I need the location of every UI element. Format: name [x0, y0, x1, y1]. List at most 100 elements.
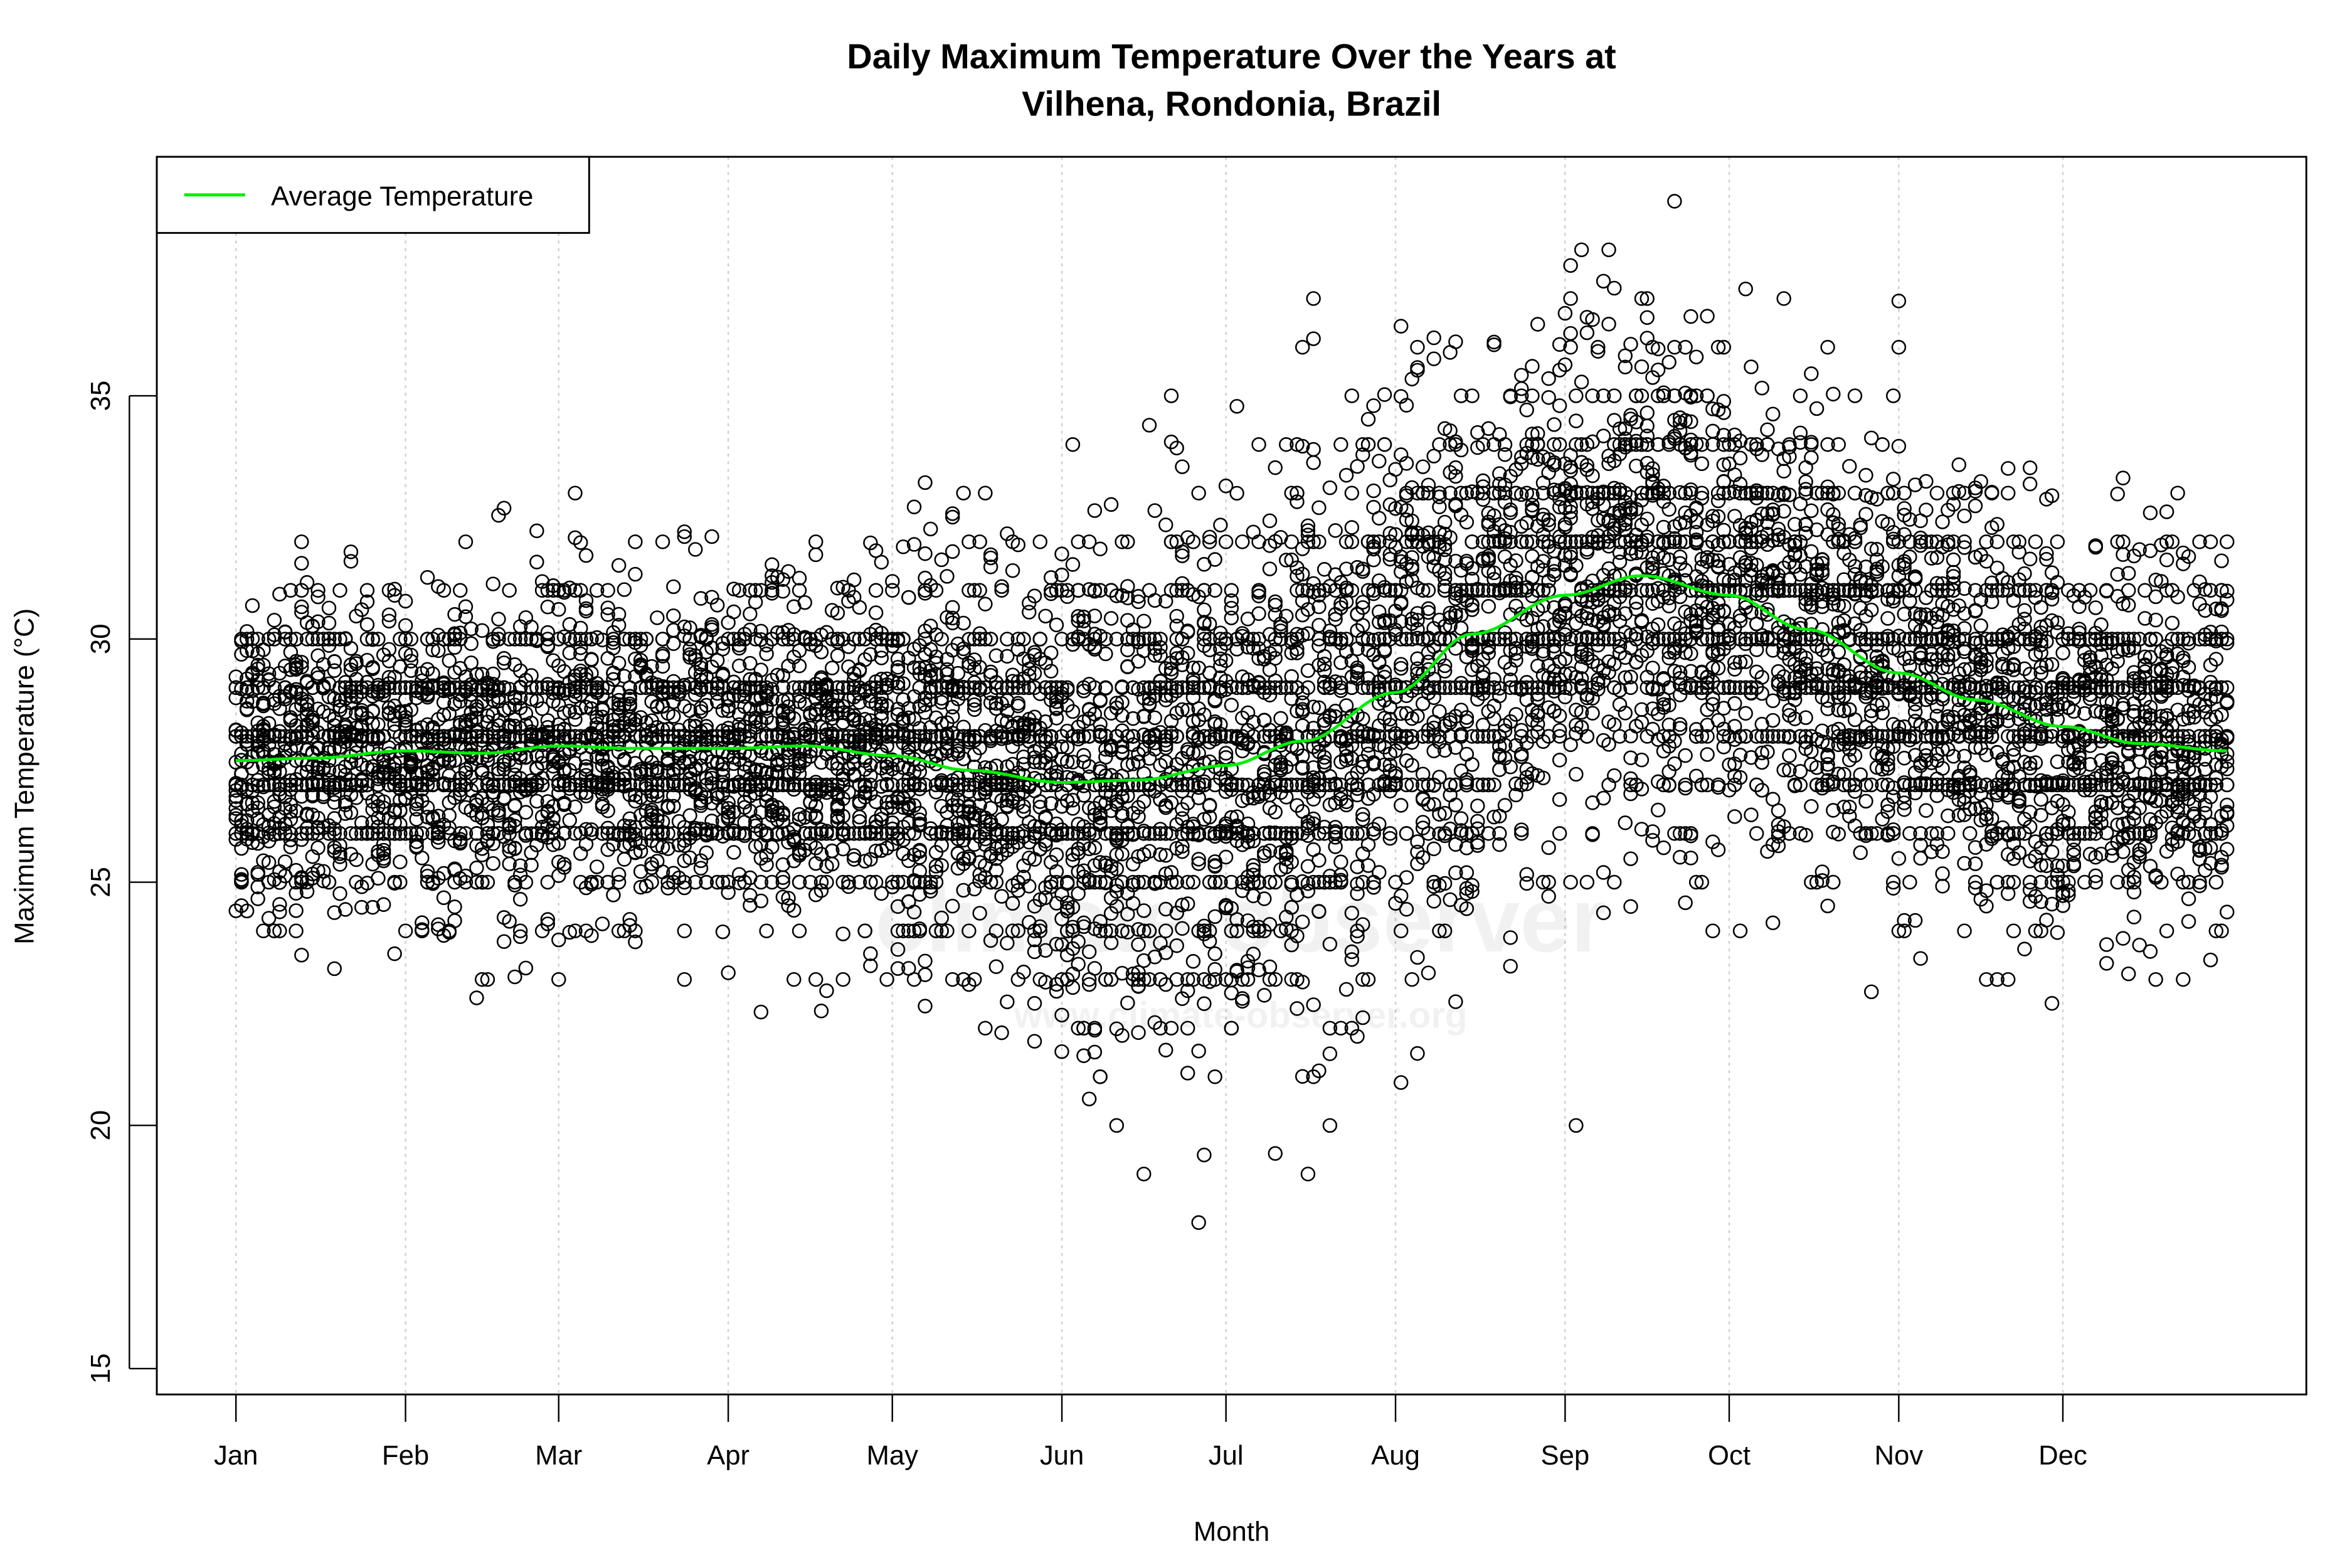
data-point [250, 657, 265, 673]
data-point [277, 632, 293, 647]
data-point [343, 805, 359, 820]
data-point [398, 777, 413, 793]
data-point [294, 599, 309, 615]
data-point [343, 544, 359, 559]
data-point [376, 794, 391, 809]
data-point [250, 867, 265, 882]
scatter-points [228, 194, 2235, 1230]
data-point [442, 748, 457, 763]
data-point [327, 826, 342, 841]
data-point [272, 729, 287, 744]
data-point [403, 654, 419, 669]
data-point [371, 871, 386, 886]
watermark: climate-observer www.climate-observer.or… [875, 869, 1606, 1036]
data-point [491, 803, 506, 818]
data-point [442, 924, 457, 940]
data-point [256, 923, 271, 938]
data-point [250, 672, 265, 688]
data-point [425, 729, 440, 744]
data-point [458, 874, 474, 890]
data-point [491, 632, 506, 647]
data-point [316, 873, 331, 889]
data-point [458, 609, 474, 624]
data-point [393, 803, 408, 818]
data-point [431, 835, 446, 850]
data-point [485, 856, 501, 871]
data-point [267, 680, 282, 696]
data-point [305, 871, 320, 886]
data-point [474, 972, 490, 987]
data-point [305, 632, 320, 647]
data-point [277, 854, 293, 869]
data-point [469, 990, 484, 1005]
data-point [447, 607, 462, 622]
data-point [464, 743, 479, 758]
data-point [277, 624, 293, 639]
data-point [496, 501, 512, 516]
data-point [420, 662, 435, 677]
data-point [381, 740, 397, 755]
data-point [496, 651, 512, 666]
data-point [272, 923, 287, 938]
data-point [228, 669, 243, 684]
data-point [469, 861, 484, 876]
data-point [393, 680, 408, 696]
data-point [431, 871, 446, 886]
data-point [371, 632, 386, 647]
data-point [507, 969, 522, 985]
data-point [343, 847, 359, 862]
data-point [425, 642, 440, 657]
data-point [436, 729, 452, 744]
data-point [453, 737, 468, 752]
data-point [502, 914, 517, 929]
data-point [299, 808, 315, 823]
data-point [332, 838, 347, 853]
data-point [502, 632, 517, 647]
data-point [458, 599, 474, 614]
data-point [294, 534, 309, 549]
data-point [245, 598, 260, 613]
data-point [256, 680, 271, 696]
data-point [403, 702, 419, 718]
data-point [502, 583, 517, 598]
data-point [332, 632, 347, 647]
data-point [354, 778, 369, 793]
data-point [239, 632, 255, 647]
data-point [393, 874, 408, 890]
data-point [464, 621, 479, 637]
data-point [485, 576, 501, 591]
data-point [250, 778, 265, 793]
data-point [469, 667, 484, 682]
data-point [381, 642, 397, 657]
data-point [376, 845, 391, 861]
data-point [327, 663, 342, 678]
data-point [354, 602, 369, 617]
data-point [491, 612, 506, 627]
data-point [409, 834, 424, 849]
data-point [321, 741, 337, 756]
data-point [321, 632, 337, 647]
data-point [299, 884, 315, 899]
data-point [403, 632, 419, 647]
data-point [496, 934, 512, 949]
data-point [436, 583, 452, 598]
data-point [245, 631, 260, 647]
data-point [376, 850, 391, 866]
data-point [474, 874, 490, 890]
data-point [327, 795, 342, 810]
data-point [436, 890, 452, 906]
data-point [354, 706, 369, 721]
data-point [332, 846, 347, 861]
data-point [316, 657, 331, 672]
data-point [277, 790, 293, 805]
data-point [283, 583, 299, 598]
data-point [261, 855, 277, 870]
data-point [381, 607, 397, 623]
data-point [359, 777, 375, 793]
data-point [387, 581, 402, 597]
data-point [289, 660, 304, 675]
data-point [343, 554, 359, 569]
data-point [442, 808, 457, 823]
data-point [289, 923, 304, 938]
data-point [359, 594, 375, 610]
